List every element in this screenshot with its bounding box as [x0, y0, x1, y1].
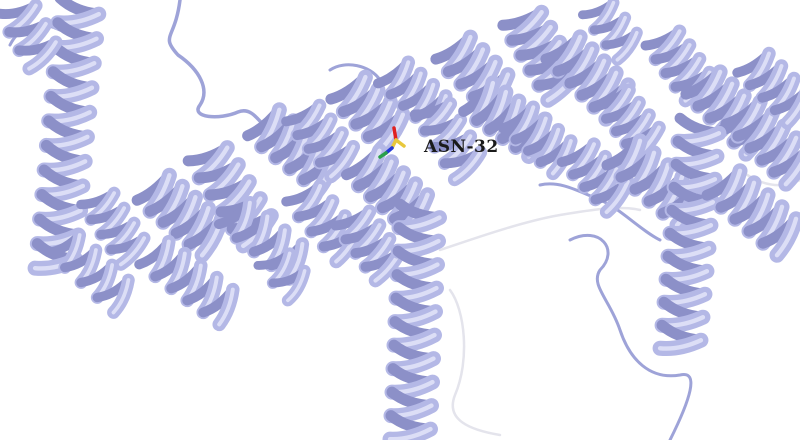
helix-highlight — [118, 236, 147, 267]
coil-loop-mid — [328, 63, 382, 82]
helix-left-long — [27, 0, 107, 276]
helix-highlight — [329, 144, 356, 179]
asn-32-side-chain — [378, 126, 406, 159]
helix-far-right-2 — [720, 94, 800, 192]
helix-highlight — [452, 150, 483, 182]
helix-highlight — [286, 269, 307, 303]
helix-mid-right-2 — [498, 100, 578, 181]
helix-left-3 — [131, 167, 229, 263]
helix-right-2 — [556, 137, 635, 219]
helix-highlight — [615, 30, 639, 62]
helix-right-long — [652, 112, 727, 357]
helix-highlight — [783, 161, 800, 187]
helix-center-3 — [281, 98, 361, 184]
helix-highlight — [774, 216, 799, 258]
helix-highlight — [387, 426, 433, 440]
helix-highlight — [657, 338, 704, 351]
coil-loops — [8, 0, 800, 440]
helix-highlight — [27, 40, 58, 71]
helix-top-right-5 — [577, 0, 643, 66]
helix-left-4 — [134, 234, 240, 332]
coil-loop-top — [167, 0, 282, 142]
bond-oxygen — [392, 126, 398, 142]
helix-far-right-4 — [732, 46, 800, 130]
helix-back-stroke — [769, 90, 800, 116]
coil-loop-faint-lower — [448, 288, 502, 437]
helix-center-6 — [330, 204, 407, 288]
helix-middle-long — [382, 198, 447, 440]
helix-small-ring — [253, 247, 311, 307]
helix-top-left-corner — [0, 0, 63, 76]
helix-highlight — [217, 287, 235, 327]
residue-label: ASN-32 — [424, 137, 499, 157]
helix-back-stroke — [768, 150, 800, 178]
bond-other — [378, 151, 388, 159]
helix-highlight — [785, 101, 800, 125]
helix-highlight — [604, 179, 630, 215]
helix-left-bottom — [43, 228, 135, 319]
helix-far-right-3 — [701, 163, 800, 263]
bond-carbon-2 — [394, 138, 406, 148]
helix-left-2 — [76, 186, 151, 271]
helix-mid-right-1 — [409, 96, 488, 187]
coil-loop-right — [568, 233, 693, 440]
helix-highlight — [111, 278, 131, 315]
